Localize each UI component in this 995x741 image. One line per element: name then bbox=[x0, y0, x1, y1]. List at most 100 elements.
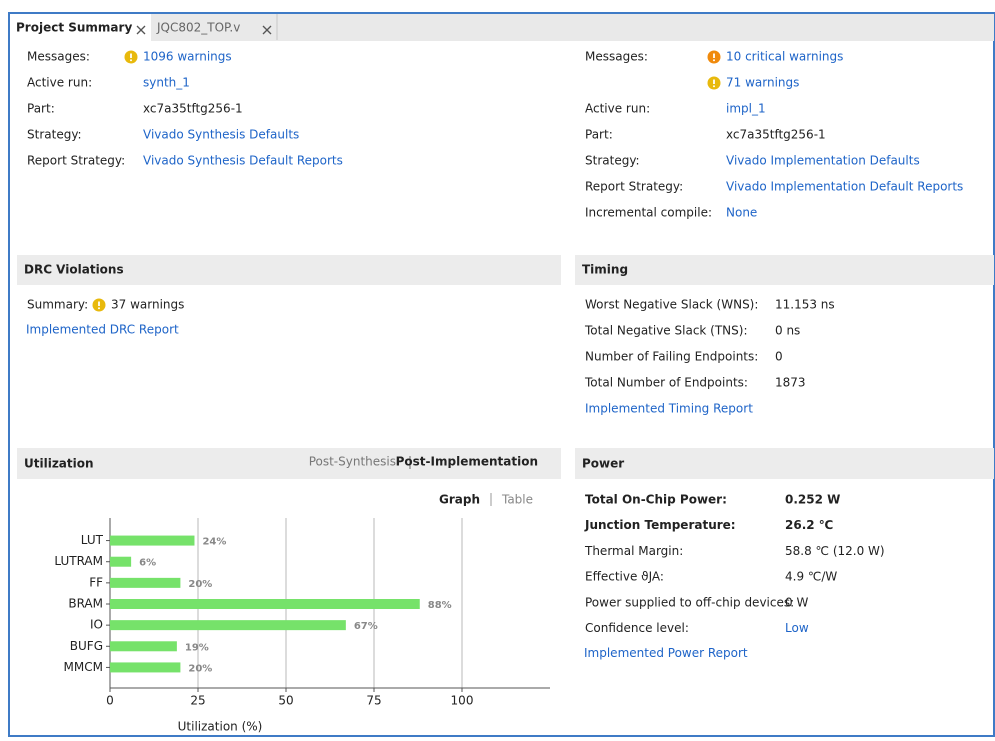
frame bbox=[8, 12, 995, 737]
value-label: 20% bbox=[188, 579, 212, 590]
field-value[interactable]: Vivado Implementation Default Reports bbox=[726, 180, 963, 194]
report-link[interactable]: Implemented Timing Report bbox=[585, 402, 753, 416]
warning-icon-dot bbox=[713, 59, 715, 62]
bar bbox=[110, 620, 346, 631]
field-value[interactable]: synth_1 bbox=[143, 76, 190, 90]
field-label: Junction Temperature: bbox=[584, 518, 736, 532]
section-title: Timing bbox=[582, 263, 628, 277]
field-label: Thermal Margin: bbox=[584, 544, 683, 558]
bar bbox=[110, 641, 177, 652]
x-axis-label: Utilization (%) bbox=[178, 720, 263, 734]
y-tick-label: IO bbox=[90, 618, 103, 632]
field-value[interactable]: Low bbox=[785, 621, 809, 635]
field-value[interactable]: 10 critical warnings bbox=[726, 50, 843, 64]
warning-icon-dot bbox=[130, 59, 132, 62]
y-tick-label: MMCM bbox=[64, 660, 103, 674]
y-tick-label: BRAM bbox=[68, 597, 103, 611]
value-label: 20% bbox=[188, 663, 212, 674]
field-label: Part: bbox=[27, 102, 55, 116]
field-label: Effective ϑJA: bbox=[585, 570, 664, 584]
field-label: Incremental compile: bbox=[585, 206, 712, 220]
field-label: Power supplied to off-chip devices: bbox=[585, 595, 794, 609]
x-tick-label: 100 bbox=[451, 694, 474, 708]
y-tick-label: BUFG bbox=[70, 639, 103, 653]
field-value: 0 ns bbox=[775, 324, 800, 338]
warning-icon-dot bbox=[98, 307, 100, 310]
report-link[interactable]: Implemented DRC Report bbox=[26, 323, 179, 337]
field-value[interactable]: Vivado Synthesis Default Reports bbox=[143, 154, 343, 168]
field-label: Total Negative Slack (TNS): bbox=[584, 324, 748, 338]
field-label: Summary: bbox=[27, 298, 88, 312]
field-value: 4.9 ℃/W bbox=[785, 570, 837, 584]
field-label: Number of Failing Endpoints: bbox=[585, 350, 758, 364]
tab-label[interactable]: JQC802_TOP.v bbox=[156, 21, 240, 35]
section-header bbox=[17, 255, 561, 285]
section-title: Utilization bbox=[24, 457, 94, 471]
tab-close[interactable] bbox=[262, 25, 272, 35]
field-value: xc7a35tftg256-1 bbox=[143, 102, 243, 116]
section-title: DRC Violations bbox=[24, 263, 124, 277]
field-label: Strategy: bbox=[27, 128, 82, 142]
field-value: 26.2 ℃ bbox=[785, 518, 833, 532]
field-value: 0 W bbox=[785, 595, 808, 609]
value-label: 19% bbox=[185, 642, 209, 653]
x-tick-label: 0 bbox=[106, 694, 114, 708]
field-label: Strategy: bbox=[585, 154, 640, 168]
mode-toggle[interactable]: Graph bbox=[439, 493, 480, 507]
field-value: 1873 bbox=[775, 376, 806, 390]
field-label: Report Strategy: bbox=[585, 180, 683, 194]
value-label: 24% bbox=[202, 537, 226, 548]
report-link[interactable]: Implemented Power Report bbox=[584, 646, 748, 660]
field-label: Part: bbox=[585, 128, 613, 142]
view-toggle[interactable]: Post-Synthesis bbox=[309, 455, 396, 469]
section-title: Power bbox=[582, 457, 624, 471]
field-value[interactable]: impl_1 bbox=[726, 102, 766, 116]
value-label: 88% bbox=[428, 600, 452, 611]
active-tab[interactable] bbox=[10, 14, 151, 41]
field-value: 11.153 ns bbox=[775, 298, 835, 312]
section-header bbox=[575, 448, 994, 479]
field-label: Messages: bbox=[585, 50, 648, 64]
field-value[interactable]: Vivado Implementation Defaults bbox=[726, 154, 920, 168]
field-value: xc7a35tftg256-1 bbox=[726, 128, 826, 142]
field-value: 0.252 W bbox=[785, 493, 840, 507]
x-tick-label: 75 bbox=[366, 694, 381, 708]
field-label: Worst Negative Slack (WNS): bbox=[585, 298, 758, 312]
bar bbox=[110, 556, 132, 567]
field-value[interactable]: 71 warnings bbox=[726, 76, 799, 90]
bar bbox=[110, 599, 420, 609]
mode-toggle[interactable]: Table bbox=[501, 493, 533, 507]
field-value[interactable]: 1096 warnings bbox=[143, 50, 232, 64]
field-label: Report Strategy: bbox=[27, 154, 125, 168]
field-value[interactable]: Vivado Synthesis Defaults bbox=[143, 128, 299, 142]
y-tick-label: FF bbox=[89, 575, 103, 589]
value-label: 67% bbox=[354, 621, 378, 632]
field-label: Confidence level: bbox=[585, 621, 689, 635]
field-label: Total On-Chip Power: bbox=[585, 493, 727, 507]
bar bbox=[110, 535, 195, 546]
y-tick-label: LUTRAM bbox=[54, 554, 103, 568]
section-header bbox=[575, 255, 994, 285]
value-label: 6% bbox=[139, 558, 156, 569]
warning-icon-dot bbox=[713, 85, 715, 88]
field-label: Active run: bbox=[585, 102, 650, 116]
field-value: 0 bbox=[775, 350, 783, 364]
field-label: Messages: bbox=[27, 50, 90, 64]
field-label: Active run: bbox=[27, 76, 92, 90]
field-label: Total Number of Endpoints: bbox=[584, 376, 748, 390]
bar bbox=[110, 662, 181, 673]
tab-bar bbox=[10, 14, 994, 41]
field-value[interactable]: None bbox=[726, 206, 757, 220]
field-value: 37 warnings bbox=[111, 298, 184, 312]
tab-label[interactable]: Project Summary bbox=[16, 21, 132, 35]
section-header bbox=[17, 448, 561, 479]
tab-close[interactable] bbox=[136, 25, 146, 35]
y-tick-label: LUT bbox=[81, 533, 104, 547]
x-tick-label: 25 bbox=[190, 694, 205, 708]
bar bbox=[110, 577, 181, 588]
field-value: 58.8 ℃ (12.0 W) bbox=[785, 544, 885, 558]
x-tick-label: 50 bbox=[278, 694, 293, 708]
view-toggle[interactable]: Post-Implementation bbox=[396, 455, 538, 469]
